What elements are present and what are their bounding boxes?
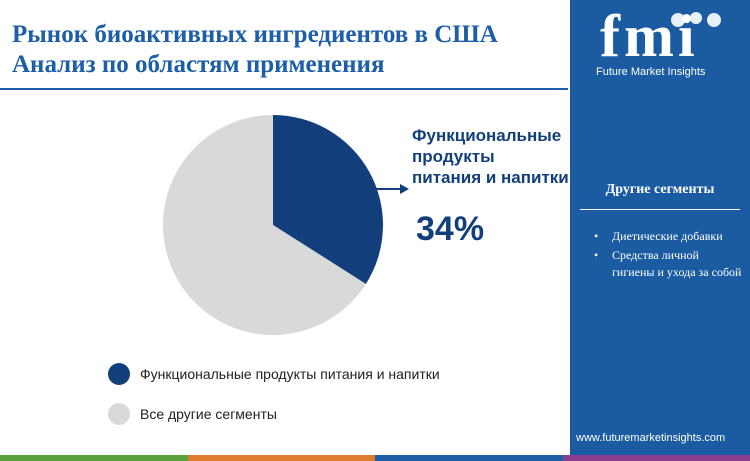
title-underline: [0, 88, 568, 90]
list-item: Диетические добавки: [594, 228, 744, 245]
title-line-2: Анализ по областям применения: [12, 51, 385, 78]
callout-line-1: Функциональные: [412, 126, 562, 145]
callout-line-2: продукты: [412, 147, 495, 166]
footer-color-strip: [0, 455, 750, 461]
pie-slice-functional-foods: [273, 115, 383, 284]
chart-title: Рынок биоактивных ингредиентов в США Ана…: [12, 20, 567, 80]
legend-label-functional-foods: Функциональные продукты питания и напитк…: [140, 366, 440, 382]
chart-legend: Функциональные продукты питания и напитк…: [108, 362, 440, 442]
other-segments-heading: Другие сегменты: [605, 182, 715, 197]
pie-callout-value: 34%: [416, 210, 485, 248]
website-link[interactable]: www.futuremarketinsights.com: [576, 432, 726, 444]
logo-wordmark: fmi: [600, 6, 699, 68]
fmi-logo: fmi: [600, 6, 721, 68]
logo-subtitle: Future Market Insights: [596, 66, 706, 78]
panel-divider: [580, 209, 740, 210]
legend-item-functional-foods: Функциональные продукты питания и напитк…: [108, 362, 440, 386]
pie-callout-label: Функциональные продукты питания и напитк…: [412, 125, 569, 188]
legend-label-other-segments: Все другие сегменты: [140, 406, 277, 422]
other-segments-list: Диетические добавки Средства личной гиги…: [594, 228, 744, 283]
title-line-1: Рынок биоактивных ингредиентов в США: [12, 21, 498, 48]
list-item: Средства личной гигиены и ухода за собой: [594, 247, 744, 281]
legend-swatch-other-segments: [108, 403, 130, 425]
pie-slice-other-segments: [163, 115, 366, 335]
side-panel: fmi Future Market Insights Другие сегмен…: [570, 0, 750, 461]
callout-line-3: питания и напитки: [412, 168, 569, 187]
pie-chart: [163, 115, 383, 335]
legend-swatch-functional-foods: [108, 363, 130, 385]
legend-item-other-segments: Все другие сегменты: [108, 402, 440, 426]
